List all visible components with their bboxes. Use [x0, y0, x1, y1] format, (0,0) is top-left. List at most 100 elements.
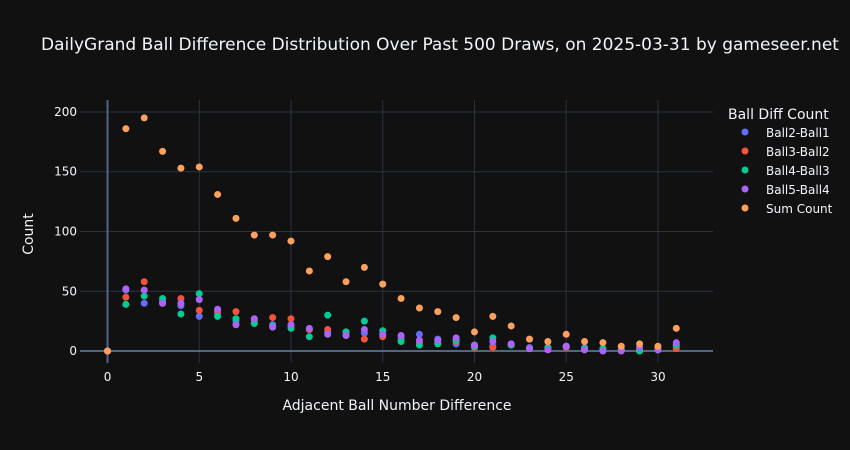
- data-point[interactable]: [470, 328, 478, 336]
- data-point[interactable]: [324, 311, 332, 319]
- data-point[interactable]: [140, 278, 148, 286]
- data-point[interactable]: [232, 214, 240, 222]
- data-point[interactable]: [526, 335, 534, 343]
- data-point[interactable]: [599, 347, 607, 355]
- data-point[interactable]: [269, 314, 277, 322]
- data-point[interactable]: [305, 324, 313, 332]
- legend-marker: [741, 147, 749, 155]
- data-point[interactable]: [489, 312, 497, 320]
- data-point[interactable]: [526, 345, 534, 353]
- data-point[interactable]: [159, 299, 167, 307]
- data-point[interactable]: [250, 231, 258, 239]
- data-point[interactable]: [672, 324, 680, 332]
- data-point[interactable]: [122, 285, 130, 293]
- data-point[interactable]: [195, 296, 203, 304]
- data-point[interactable]: [195, 312, 203, 320]
- data-point[interactable]: [415, 341, 423, 349]
- data-point[interactable]: [140, 114, 148, 122]
- data-point[interactable]: [470, 341, 478, 349]
- data-point[interactable]: [177, 294, 185, 302]
- data-point[interactable]: [617, 342, 625, 350]
- data-point[interactable]: [269, 231, 277, 239]
- data-point[interactable]: [324, 326, 332, 334]
- data-point[interactable]: [214, 190, 222, 198]
- data-point[interactable]: [195, 290, 203, 298]
- data-point[interactable]: [232, 315, 240, 323]
- data-point[interactable]: [342, 278, 350, 286]
- data-point[interactable]: [159, 147, 167, 155]
- data-point[interactable]: [672, 339, 680, 347]
- data-point[interactable]: [360, 335, 368, 343]
- data-point[interactable]: [434, 308, 442, 316]
- data-point[interactable]: [581, 346, 589, 354]
- data-point[interactable]: [397, 337, 405, 345]
- data-point[interactable]: [654, 342, 662, 350]
- data-point[interactable]: [250, 315, 258, 323]
- data-point[interactable]: [195, 163, 203, 171]
- data-point[interactable]: [104, 347, 112, 355]
- data-point[interactable]: [287, 237, 295, 245]
- data-point[interactable]: [122, 125, 130, 133]
- data-point[interactable]: [140, 292, 148, 300]
- data-point[interactable]: [360, 317, 368, 325]
- data-point[interactable]: [452, 314, 460, 322]
- legend-item-label[interactable]: Ball4-Ball3: [766, 164, 830, 178]
- data-point[interactable]: [305, 267, 313, 275]
- data-point[interactable]: [544, 337, 552, 345]
- data-point[interactable]: [287, 315, 295, 323]
- data-point[interactable]: [434, 336, 442, 344]
- data-point[interactable]: [379, 330, 387, 338]
- data-point[interactable]: [636, 340, 644, 348]
- data-point[interactable]: [617, 347, 625, 355]
- data-point[interactable]: [324, 253, 332, 261]
- data-point[interactable]: [122, 300, 130, 308]
- data-point[interactable]: [452, 334, 460, 342]
- legend-marker: [741, 185, 749, 193]
- data-point[interactable]: [177, 164, 185, 172]
- data-point[interactable]: [544, 346, 552, 354]
- data-point[interactable]: [415, 336, 423, 344]
- data-point[interactable]: [342, 332, 350, 340]
- data-point[interactable]: [360, 326, 368, 334]
- y-tick-label: 100: [54, 225, 77, 239]
- data-point[interactable]: [581, 337, 589, 345]
- data-point[interactable]: [305, 333, 313, 341]
- data-point[interactable]: [507, 322, 515, 330]
- data-point[interactable]: [232, 321, 240, 329]
- data-point[interactable]: [177, 310, 185, 318]
- data-point[interactable]: [397, 294, 405, 302]
- legend-item-label[interactable]: Ball2-Ball1: [766, 126, 830, 140]
- data-point[interactable]: [214, 305, 222, 313]
- axis-layer: 0 5 10 15 20 25 30 0 50 100 150 200: [54, 105, 666, 384]
- points-layer: [104, 114, 680, 355]
- data-point[interactable]: [415, 304, 423, 312]
- data-point[interactable]: [159, 294, 167, 302]
- data-point[interactable]: [562, 330, 570, 338]
- data-point[interactable]: [360, 263, 368, 271]
- data-point[interactable]: [324, 330, 332, 338]
- data-point[interactable]: [177, 299, 185, 307]
- data-point[interactable]: [562, 342, 570, 350]
- data-point[interactable]: [415, 330, 423, 338]
- data-point[interactable]: [287, 321, 295, 329]
- data-point[interactable]: [489, 343, 497, 351]
- series-sum-count: [104, 114, 680, 355]
- data-point[interactable]: [214, 312, 222, 320]
- data-point[interactable]: [489, 337, 497, 345]
- data-point[interactable]: [599, 339, 607, 347]
- grid-layer: [80, 100, 713, 363]
- data-point[interactable]: [507, 340, 515, 348]
- legend-item-label[interactable]: Sum Count: [766, 202, 833, 216]
- data-point[interactable]: [397, 332, 405, 340]
- data-point[interactable]: [379, 280, 387, 288]
- data-point[interactable]: [250, 320, 258, 328]
- data-point[interactable]: [122, 293, 130, 301]
- legend-item-label[interactable]: Ball3-Ball2: [766, 145, 830, 159]
- data-point[interactable]: [232, 308, 240, 316]
- data-point[interactable]: [140, 286, 148, 294]
- data-point[interactable]: [195, 306, 203, 314]
- data-point[interactable]: [140, 299, 148, 307]
- legend-item-label[interactable]: Ball5-Ball4: [766, 183, 830, 197]
- data-point[interactable]: [269, 323, 277, 331]
